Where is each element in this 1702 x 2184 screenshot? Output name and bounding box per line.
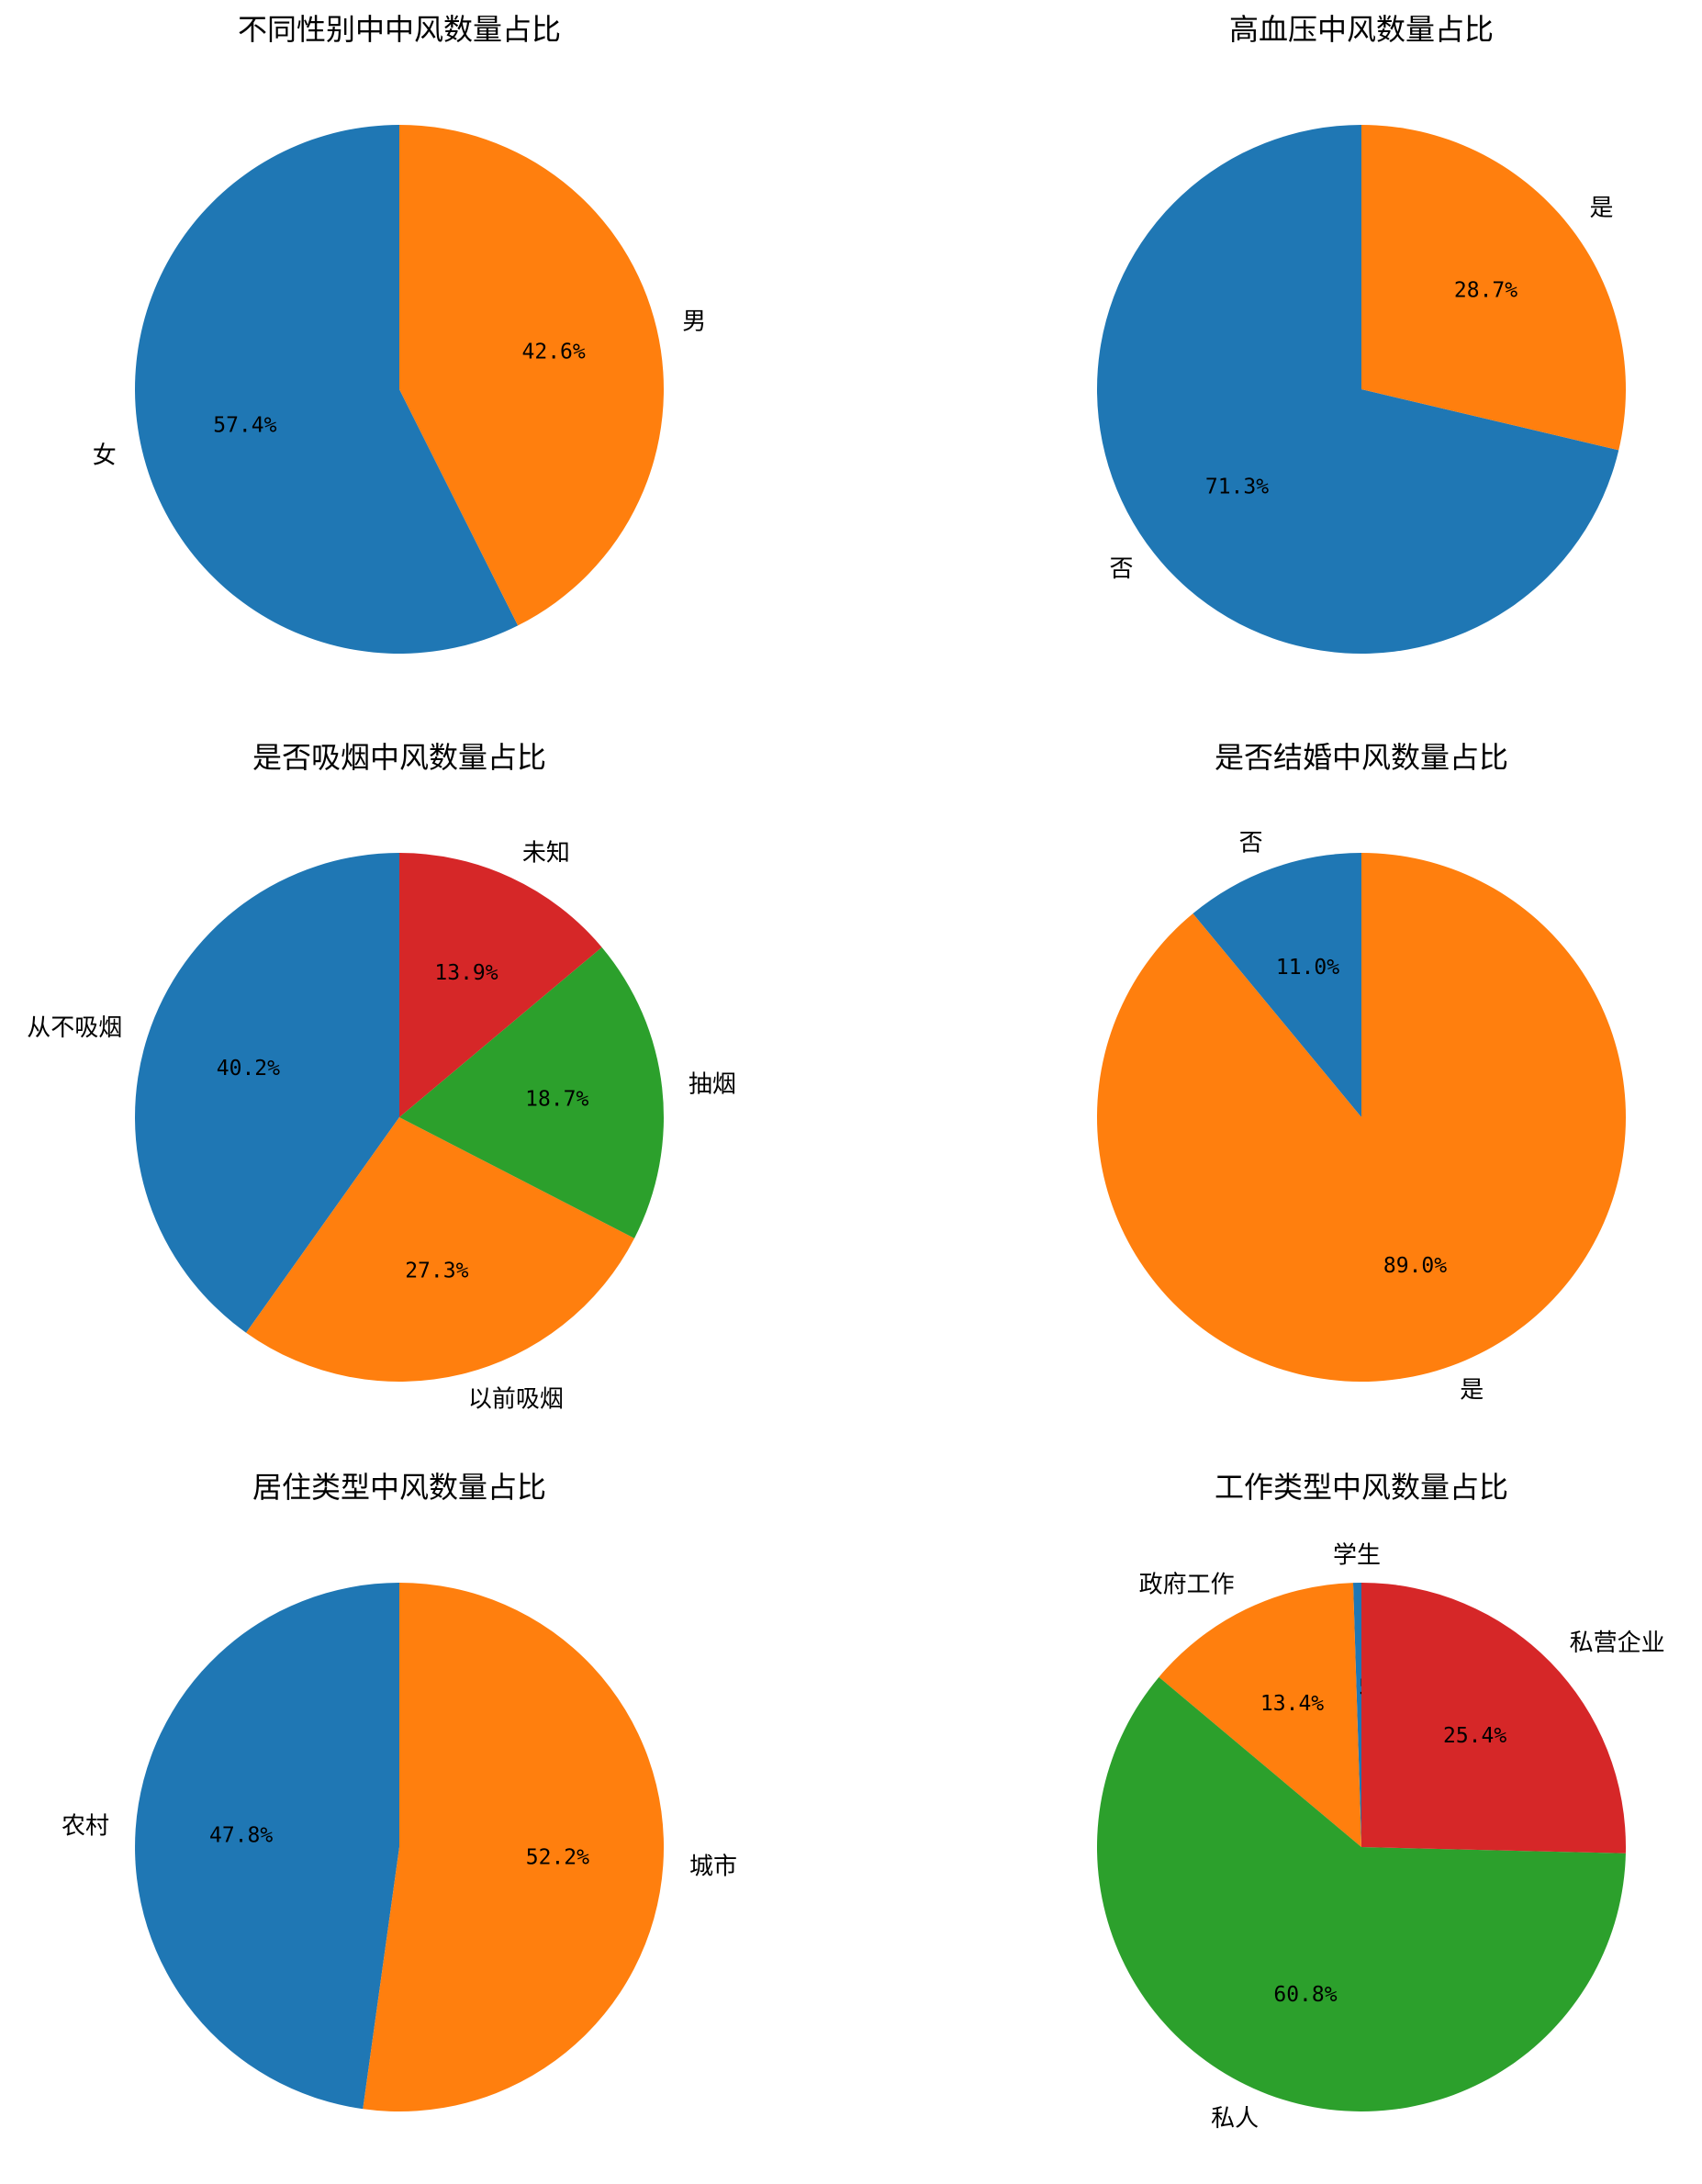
pie-chart-3: 是否吸烟中风数量占比 40.2% 从不吸烟 27.3% 以前吸烟 18.7% 抽烟 13.9%… xyxy=(27,740,736,1413)
slice-category-label: 农村 xyxy=(62,1813,109,1841)
pie-chart-1: 不同性别中中风数量占比 57.4% 女 42.6% 男 xyxy=(93,12,706,654)
pie-slice xyxy=(1361,125,1626,451)
slice-category-label: 男 xyxy=(682,308,706,336)
chart-title: 高血压中风数量占比 xyxy=(1229,12,1494,47)
pie-slice xyxy=(246,1117,635,1383)
chart-title: 是否结婚中风数量占比 xyxy=(1215,740,1508,775)
chart-title: 是否吸烟中风数量占比 xyxy=(252,740,546,775)
slice-category-label: 城市 xyxy=(689,1853,737,1880)
slice-category-label: 是 xyxy=(1460,1377,1484,1405)
slice-category-label: 是 xyxy=(1589,195,1613,222)
slice-percent-label: 47.8% xyxy=(209,1824,273,1848)
slice-percent-label: 27.3% xyxy=(405,1259,468,1282)
slice-percent-label: 13.4% xyxy=(1260,1692,1324,1716)
pie-slice xyxy=(1193,853,1361,1117)
slice-percent-label: 40.2% xyxy=(217,1057,280,1081)
slice-category-label: 从不吸烟 xyxy=(27,1014,122,1042)
slice-percent-label: 13.9% xyxy=(434,961,498,985)
slice-category-label: 以前吸烟 xyxy=(468,1385,564,1413)
slice-percent-label: 71.3% xyxy=(1205,476,1269,499)
slice-category-label: 私人 xyxy=(1211,2105,1259,2133)
pie-slice xyxy=(399,125,665,626)
slice-percent-label: 25.4% xyxy=(1443,1724,1506,1748)
slice-percent-label: 52.2% xyxy=(526,1845,589,1869)
pie-slice xyxy=(399,946,664,1238)
pie-slice xyxy=(1361,1583,1626,1854)
pie-slice xyxy=(1096,853,1626,1382)
pie-slice xyxy=(134,853,399,1333)
slice-percent-label: 11.0% xyxy=(1276,956,1339,980)
pie-slice xyxy=(135,1583,399,2110)
slice-percent-label: 89.0% xyxy=(1383,1254,1447,1278)
slice-category-label: 私营企业 xyxy=(1570,1630,1665,1657)
pie-slice xyxy=(1096,1676,1626,2111)
slice-percent-label: 60.8% xyxy=(1273,1983,1337,2007)
slice-category-label: 否 xyxy=(1110,555,1134,583)
slice-category-label: 政府工作 xyxy=(1139,1572,1235,1599)
slice-percent-label: 28.7% xyxy=(1454,278,1517,302)
pie-chart-5: 居住类型中风数量占比 47.8% 农村 52.2% 城市 xyxy=(62,1470,737,2112)
pie-slice xyxy=(363,1582,665,2112)
pie-slice xyxy=(1096,125,1619,654)
pie-chart-2: 高血压中风数量占比 71.3% 否 28.7% 是 xyxy=(1096,12,1626,654)
pie-chart-4: 是否结婚中风数量占比 11.0% 否 89.0% 是 xyxy=(1096,740,1626,1405)
chart-title: 工作类型中风数量占比 xyxy=(1215,1470,1508,1505)
pie-slice xyxy=(1352,1583,1361,1847)
slice-percent-label: 18.7% xyxy=(525,1087,588,1111)
slice-category-label: 女 xyxy=(93,442,117,469)
chart-title: 居住类型中风数量占比 xyxy=(252,1470,546,1505)
pie-chart-6: 工作类型中风数量占比0.5%学生13.4%政府工作60.8%私人25.4%私营企… xyxy=(1096,1470,1665,2133)
slice-percent-label: 57.4% xyxy=(213,413,276,437)
slice-percent-label: 42.6% xyxy=(522,341,586,364)
pie-slice xyxy=(399,853,602,1117)
chart-title: 不同性别中中风数量占比 xyxy=(238,12,561,47)
slice-category-label: 学生 xyxy=(1333,1542,1381,1570)
pie-slice xyxy=(135,125,519,654)
pie-slice xyxy=(1159,1583,1361,1847)
slice-category-label: 未知 xyxy=(522,839,570,867)
slice-category-label: 否 xyxy=(1239,829,1263,857)
slice-category-label: 抽烟 xyxy=(689,1070,736,1098)
